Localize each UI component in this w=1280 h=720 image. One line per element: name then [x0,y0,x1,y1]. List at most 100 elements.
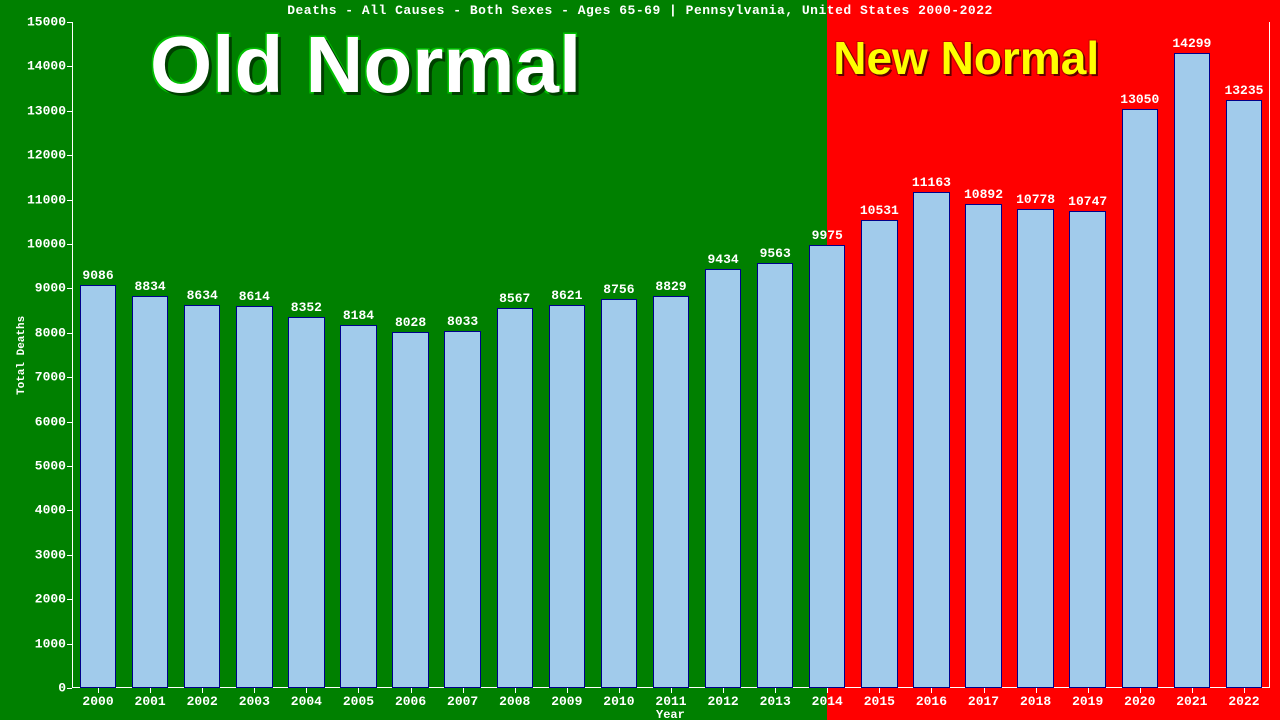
bar [444,331,480,688]
ytick-label: 3000 [35,547,72,562]
bar-value-label: 8028 [395,315,426,330]
y-axis-label: Total Deaths [16,316,28,395]
xtick-mark [1244,688,1245,693]
xtick-mark [98,688,99,693]
xtick-label: 2002 [187,694,218,709]
bar [809,245,845,688]
ytick-label: 15000 [27,15,72,30]
bar [497,308,533,688]
bar [549,305,585,688]
xtick-label: 2003 [239,694,270,709]
ytick-label: 5000 [35,459,72,474]
ytick-label: 11000 [27,192,72,207]
xtick-label: 2001 [135,694,166,709]
bar [1017,209,1053,688]
ytick-label: 4000 [35,503,72,518]
xtick-label: 2017 [968,694,999,709]
xtick-label: 2018 [1020,694,1051,709]
bar-value-label: 10531 [860,203,899,218]
xtick-label: 2005 [343,694,374,709]
bar [965,204,1001,688]
xtick-label: 2019 [1072,694,1103,709]
bar-value-label: 10778 [1016,192,1055,207]
xtick-label: 2006 [395,694,426,709]
bar-value-label: 11163 [912,175,951,190]
xtick-label: 2009 [551,694,582,709]
xtick-mark [1192,688,1193,693]
bar [1226,100,1262,688]
bar-value-label: 9563 [760,246,791,261]
bar-value-label: 13235 [1224,83,1263,98]
bar-value-label: 9975 [812,228,843,243]
bar [601,299,637,688]
bar-value-label: 8634 [187,288,218,303]
bar-value-label: 8567 [499,291,530,306]
bar [392,332,428,688]
xtick-mark [254,688,255,693]
plot-area: 0100020003000400050006000700080009000100… [72,22,1270,688]
bar-value-label: 13050 [1120,92,1159,107]
xtick-mark [411,688,412,693]
xtick-mark [775,688,776,693]
xtick-label: 2013 [760,694,791,709]
axis-left [72,22,73,688]
ytick-label: 8000 [35,325,72,340]
bar [80,285,116,688]
xtick-label: 2010 [603,694,634,709]
ytick-label: 2000 [35,592,72,607]
bar-value-label: 8184 [343,308,374,323]
bar [184,305,220,688]
bar [1069,211,1105,688]
xtick-label: 2015 [864,694,895,709]
x-axis-label: Year [656,708,685,720]
ytick-label: 12000 [27,148,72,163]
xtick-label: 2014 [812,694,843,709]
xtick-label: 2020 [1124,694,1155,709]
axis-right [1269,22,1270,688]
xtick-mark [619,688,620,693]
chart-stage: Deaths - All Causes - Both Sexes - Ages … [0,0,1280,720]
bar [288,317,324,688]
xtick-mark [827,688,828,693]
bar-value-label: 8829 [655,279,686,294]
xtick-label: 2011 [655,694,686,709]
xtick-mark [879,688,880,693]
xtick-mark [671,688,672,693]
bar-value-label: 10747 [1068,194,1107,209]
bar-value-label: 14299 [1172,36,1211,51]
xtick-label: 2000 [82,694,113,709]
ytick-label: 7000 [35,370,72,385]
bar [236,306,272,688]
bar-value-label: 8756 [603,282,634,297]
bar [913,192,949,688]
xtick-label: 2016 [916,694,947,709]
xtick-mark [202,688,203,693]
bar-value-label: 9434 [707,252,738,267]
ytick-label: 0 [58,681,72,696]
bar [1122,109,1158,688]
xtick-mark [931,688,932,693]
xtick-mark [984,688,985,693]
bar-value-label: 8834 [135,279,166,294]
ytick-label: 6000 [35,414,72,429]
xtick-mark [150,688,151,693]
bar [757,263,793,688]
xtick-label: 2004 [291,694,322,709]
bar-value-label: 8352 [291,300,322,315]
xtick-label: 2007 [447,694,478,709]
ytick-label: 13000 [27,103,72,118]
bar [861,220,897,688]
bar [653,296,689,688]
xtick-mark [1088,688,1089,693]
xtick-label: 2021 [1176,694,1207,709]
xtick-mark [306,688,307,693]
bar-value-label: 9086 [82,268,113,283]
bar-value-label: 8614 [239,289,270,304]
bar [340,325,376,688]
bar [705,269,741,688]
bar-value-label: 8033 [447,314,478,329]
xtick-mark [463,688,464,693]
ytick-label: 14000 [27,59,72,74]
ytick-label: 1000 [35,636,72,651]
xtick-mark [567,688,568,693]
